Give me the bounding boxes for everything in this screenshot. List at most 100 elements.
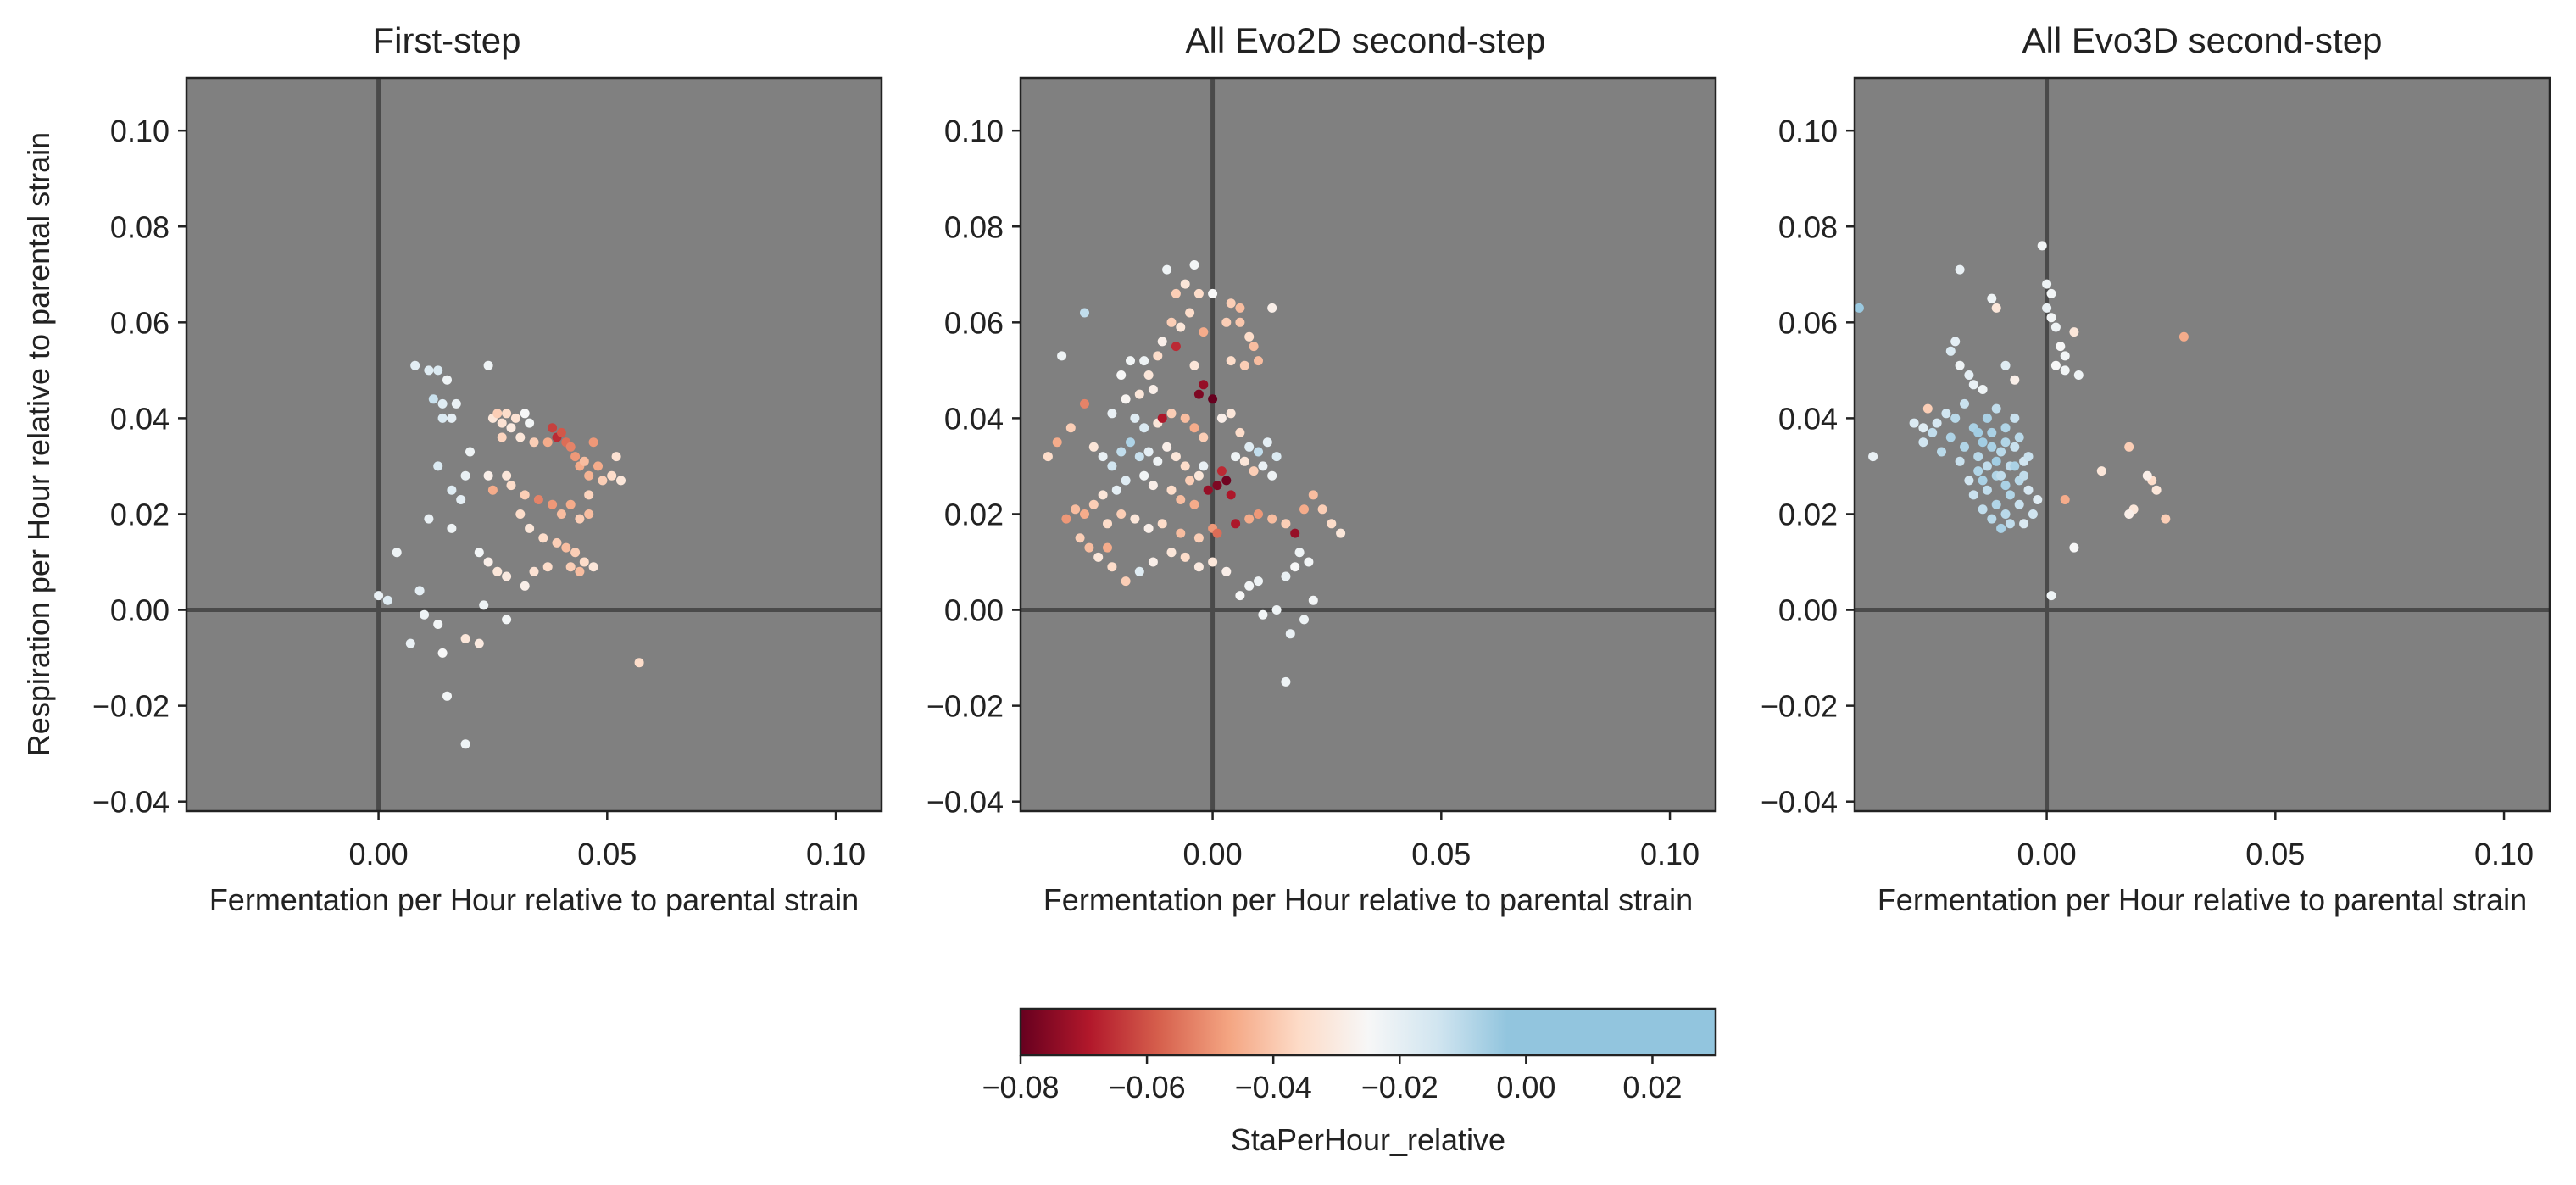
scatter-point — [474, 548, 484, 558]
y-tick-label: 0.06 — [1778, 305, 1838, 340]
scatter-point — [1918, 437, 1928, 448]
scatter-point — [1098, 490, 1108, 500]
scatter-point — [1937, 447, 1946, 457]
scatter-point — [1327, 519, 1337, 529]
scatter-point — [520, 490, 530, 500]
scatter-point — [1080, 308, 1089, 318]
scatter-point — [1208, 288, 1218, 298]
scatter-point — [1080, 509, 1089, 519]
scatter-point — [1235, 591, 1245, 601]
scatter-point — [1978, 437, 1988, 448]
scatter-point — [1216, 413, 1227, 423]
scatter-point — [1185, 308, 1195, 318]
scatter-point — [1189, 260, 1199, 270]
scatter-point — [1166, 485, 1177, 495]
scatter-point — [1868, 452, 1878, 462]
y-tick-label: −0.02 — [1761, 689, 1838, 724]
scatter-point — [2069, 327, 2079, 337]
scatter-point — [1987, 514, 1997, 524]
y-tick-label: −0.02 — [926, 689, 1004, 724]
x-tick-label: 0.00 — [349, 837, 409, 871]
scatter-point — [420, 609, 429, 620]
scatter-point — [1134, 389, 1144, 399]
scatter-point — [1199, 461, 1209, 471]
scatter-point — [2046, 288, 2056, 298]
scatter-point — [1290, 562, 1300, 572]
scatter-point — [575, 514, 585, 524]
scatter-point — [542, 437, 553, 448]
scatter-point — [1162, 264, 1172, 275]
scatter-point — [1203, 485, 1213, 495]
scatter-point — [1281, 571, 1291, 581]
scatter-point — [515, 432, 526, 442]
scatter-point — [1208, 394, 1218, 404]
scatter-point — [1193, 470, 1204, 481]
scatter-point — [2000, 423, 2011, 433]
scatter-point — [2042, 303, 2052, 313]
scatter-point — [1254, 509, 1263, 519]
scatter-point — [1231, 519, 1241, 529]
scatter-point — [525, 418, 535, 428]
scatter-point — [548, 423, 558, 433]
scatter-point — [2023, 485, 2034, 495]
scatter-point — [1043, 452, 1053, 462]
scatter-point — [2005, 519, 2015, 529]
scatter-point — [1121, 476, 1131, 486]
scatter-point — [1987, 442, 1997, 452]
scatter-point — [1171, 288, 1181, 298]
colorbar-tick-label: −0.02 — [1361, 1070, 1438, 1104]
colorbar-tick-label: −0.06 — [1109, 1070, 1186, 1104]
plot-frame — [1853, 76, 2551, 813]
scatter-point — [460, 470, 470, 481]
y-tick-label: 0.02 — [944, 497, 1004, 531]
scatter-point — [1244, 442, 1255, 452]
scatter-point — [1134, 452, 1144, 462]
y-tick-label: 0.04 — [110, 401, 170, 436]
scatter-point — [1139, 356, 1149, 366]
x-axis-label: Fermentation per Hour relative to parent… — [209, 882, 859, 917]
scatter-point — [2023, 452, 2034, 462]
scatter-point — [1909, 418, 1919, 428]
scatter-point — [1153, 456, 1163, 466]
scatter-point — [588, 562, 598, 572]
y-tick-label: 0.04 — [944, 401, 1004, 436]
scatter-point — [2050, 360, 2061, 370]
scatter-point — [2124, 509, 2134, 519]
scatter-point — [510, 413, 520, 423]
scatter-point — [1996, 523, 2006, 533]
scatter-points — [1854, 78, 2550, 811]
scatter-point — [1189, 360, 1199, 370]
scatter-point — [2096, 466, 2106, 476]
scatter-point — [374, 591, 384, 601]
y-tick-label: 0.10 — [110, 114, 170, 148]
scatter-point — [2060, 365, 2070, 376]
scatter-point — [1955, 456, 1965, 466]
scatter-point — [1991, 403, 2001, 414]
scatter-point — [1254, 356, 1263, 366]
scatter-point — [1955, 360, 1965, 370]
panel-evo2d-second-step: All Evo2D second-step 0.00 0.05 0.10 −0.04… — [926, 20, 1717, 917]
scatter-point — [1171, 342, 1181, 352]
scatter-point — [584, 509, 594, 519]
scatter-point — [1973, 427, 1983, 437]
scatter-point — [1854, 303, 1864, 313]
scatter-point — [433, 365, 443, 376]
scatter-point — [1968, 380, 1978, 390]
scatter-point — [1991, 303, 2001, 313]
scatter-point — [1143, 523, 1154, 533]
scatter-point — [1941, 409, 1951, 419]
scatter-point — [1221, 566, 1232, 576]
y-tick-label: 0.08 — [110, 209, 170, 244]
scatter-point — [1973, 452, 1983, 462]
scatter-point — [579, 557, 589, 567]
scatter-point — [2178, 331, 2189, 342]
scatter-point — [1308, 595, 1318, 605]
x-tick-label: 0.05 — [1411, 837, 1471, 871]
scatter-point — [570, 548, 581, 558]
scatter-point — [2046, 591, 2056, 601]
scatter-point — [1116, 370, 1127, 380]
y-tick-label: 0.08 — [1778, 209, 1838, 244]
scatter-point — [1093, 552, 1104, 562]
scatter-point — [1212, 481, 1222, 491]
